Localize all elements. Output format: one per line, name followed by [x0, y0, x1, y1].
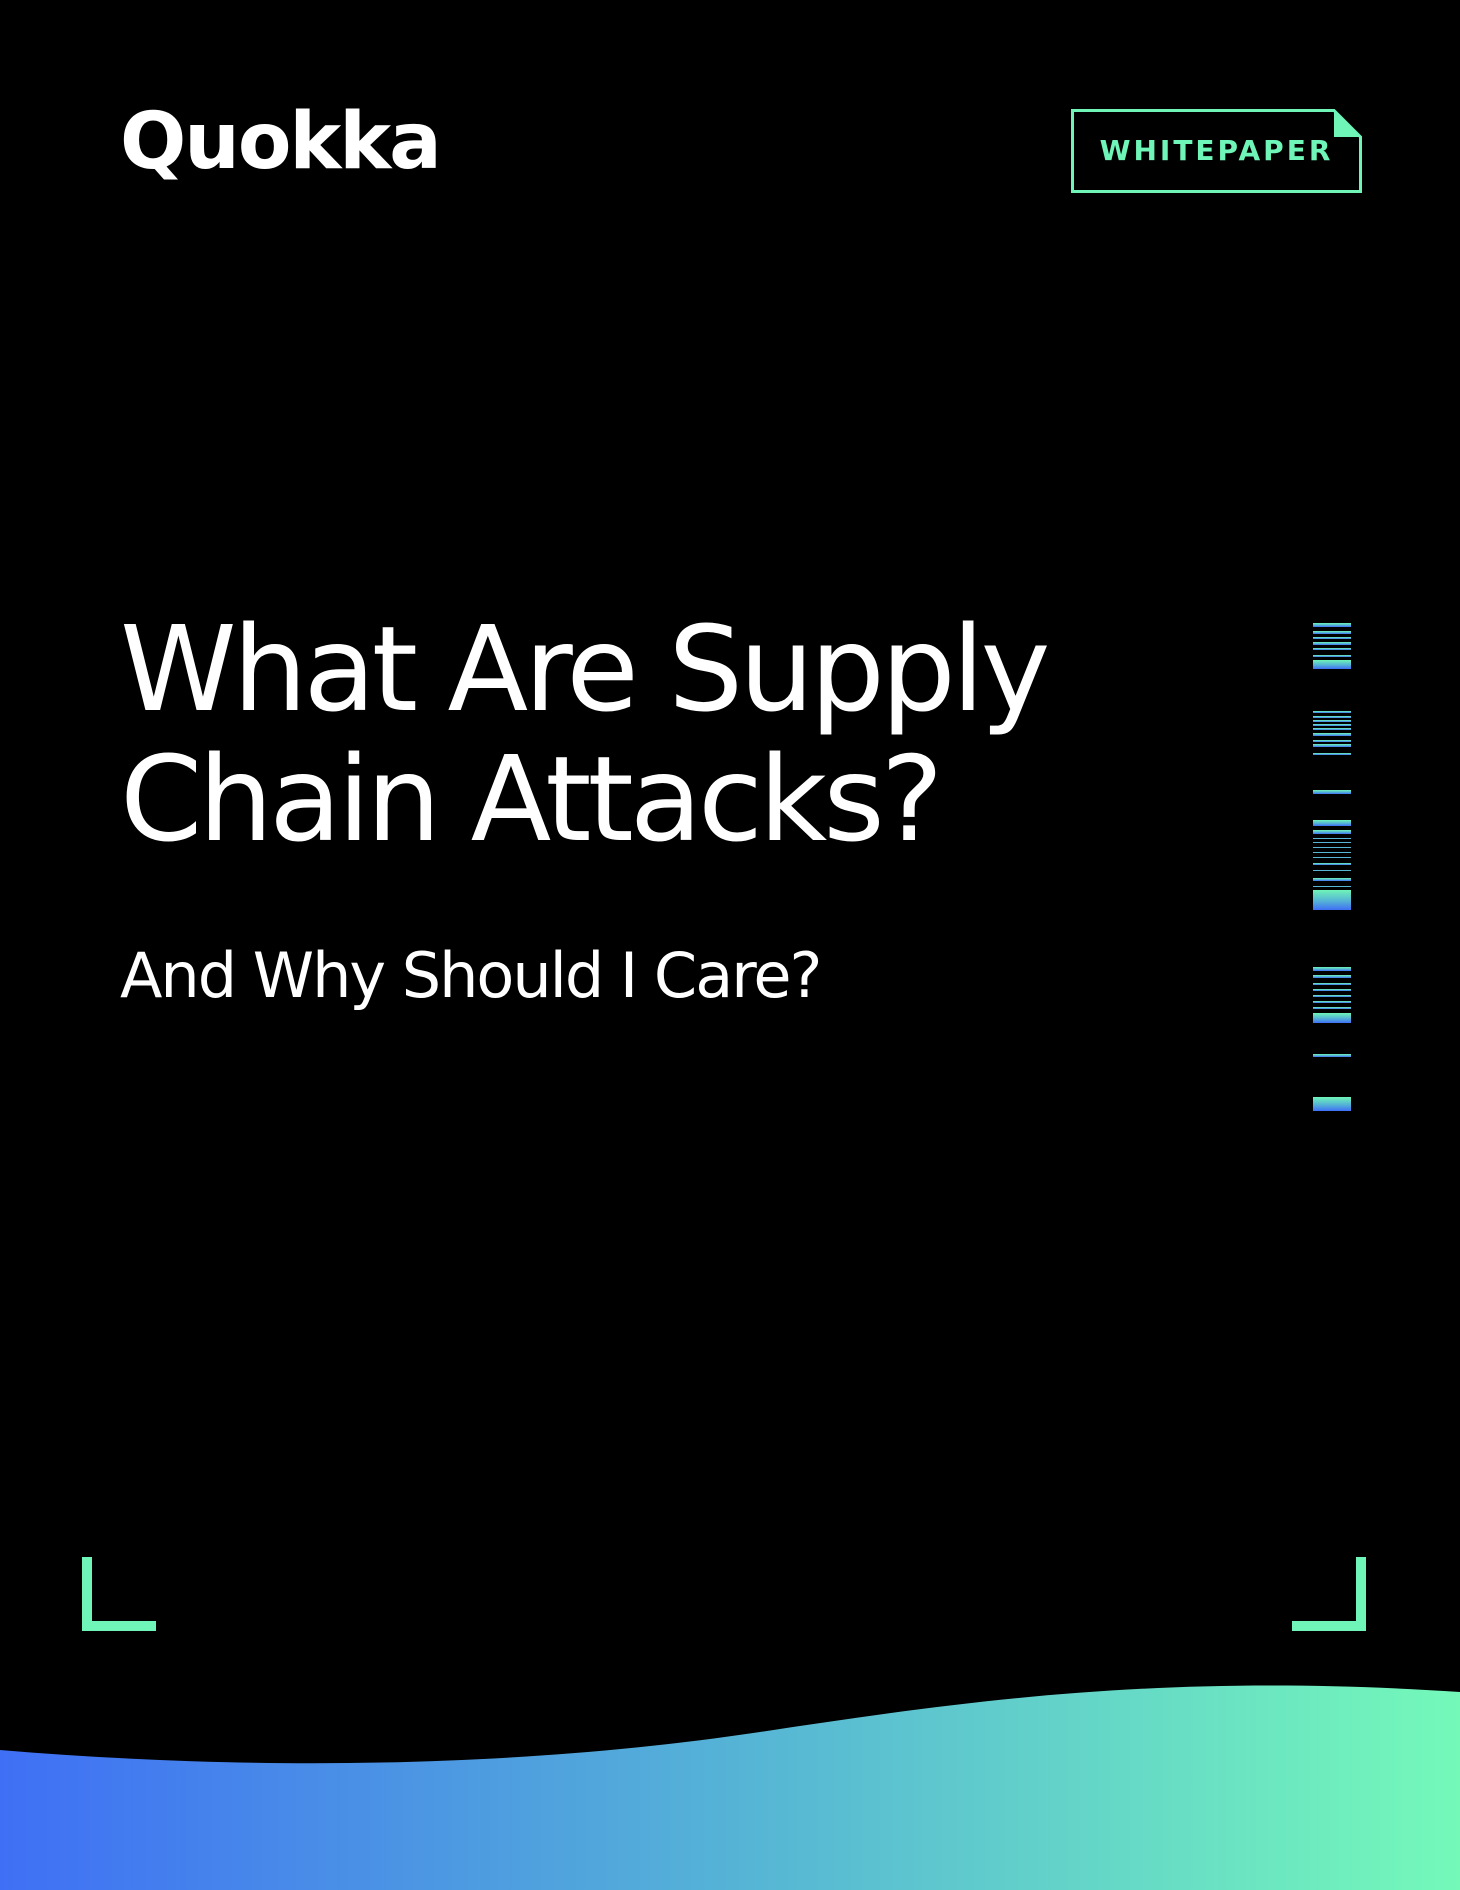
quokka-logo: Quokka: [120, 97, 442, 187]
corner-bracket-left-icon: [82, 1557, 156, 1631]
whitepaper-badge: WHITEPAPER: [1071, 109, 1362, 193]
folded-corner-frame-icon: [1071, 109, 1362, 193]
title-line-1: What Are Supply: [120, 600, 1050, 738]
barcode-icon: [1313, 623, 1351, 1111]
whitepaper-label: WHITEPAPER: [1099, 134, 1334, 167]
corner-bracket-right-icon: [1292, 1557, 1366, 1631]
title-line-2: Chain Attacks?: [120, 730, 943, 868]
page-subtitle: And Why Should I Care?: [120, 939, 822, 1012]
gradient-wave: [0, 1685, 1460, 1890]
page-title: What Are Supply Chain Attacks?: [120, 604, 1220, 864]
